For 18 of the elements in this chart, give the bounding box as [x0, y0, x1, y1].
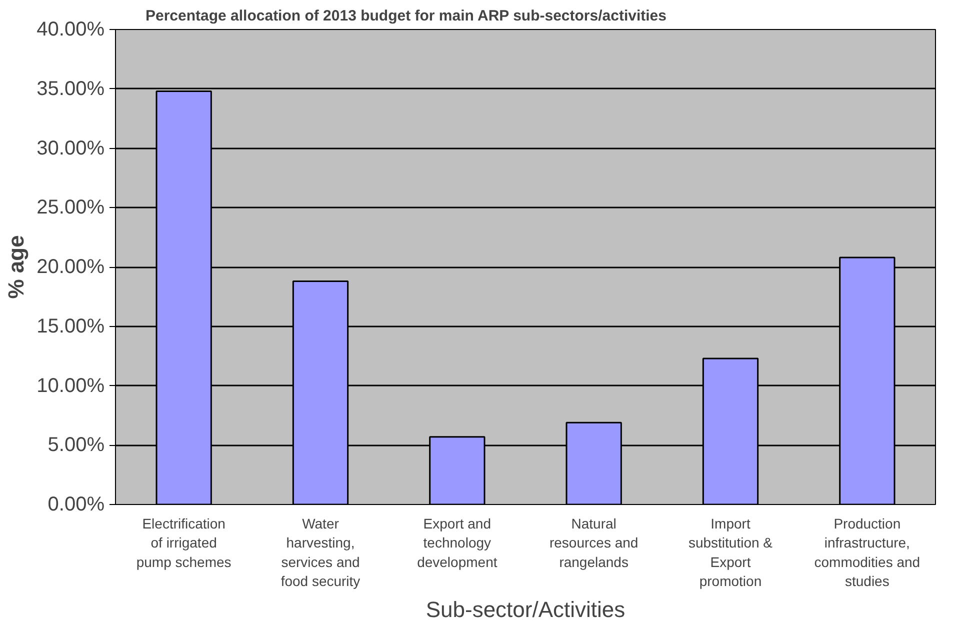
y-tick-label: 10.00%	[36, 374, 105, 397]
y-tick-label: 35.00%	[36, 78, 105, 100]
x-tick-label: Production infrastructure, commodities and studies	[814, 516, 920, 590]
x-tick-label: Natural resources and rangelands	[549, 516, 638, 570]
y-tick-label: 40.00%	[36, 18, 105, 40]
y-axis-title: % age	[4, 235, 29, 299]
y-tick-label: 5.00%	[48, 434, 105, 456]
y-tick-label: 0.00%	[48, 494, 105, 516]
y-tick-label: 25.00%	[36, 196, 105, 219]
y-tick-label: 15.00%	[36, 315, 105, 338]
y-tick-label: 20.00%	[36, 256, 105, 278]
x-axis-title: Sub-sector/Activities	[426, 597, 626, 622]
y-tick-label: 30.00%	[36, 137, 105, 160]
x-tick-label: Import substitution & Export promotion	[688, 516, 774, 590]
x-tick-label: Electrification of irrigated pump schemes	[136, 516, 232, 570]
x-tick-label: Water harvesting, services and food security	[280, 516, 360, 590]
x-tick-label: Export and technology development	[417, 516, 498, 570]
chart-title: Percentage allocation of 2013 budget for main ARP sub-sectors/activities	[146, 8, 666, 24]
